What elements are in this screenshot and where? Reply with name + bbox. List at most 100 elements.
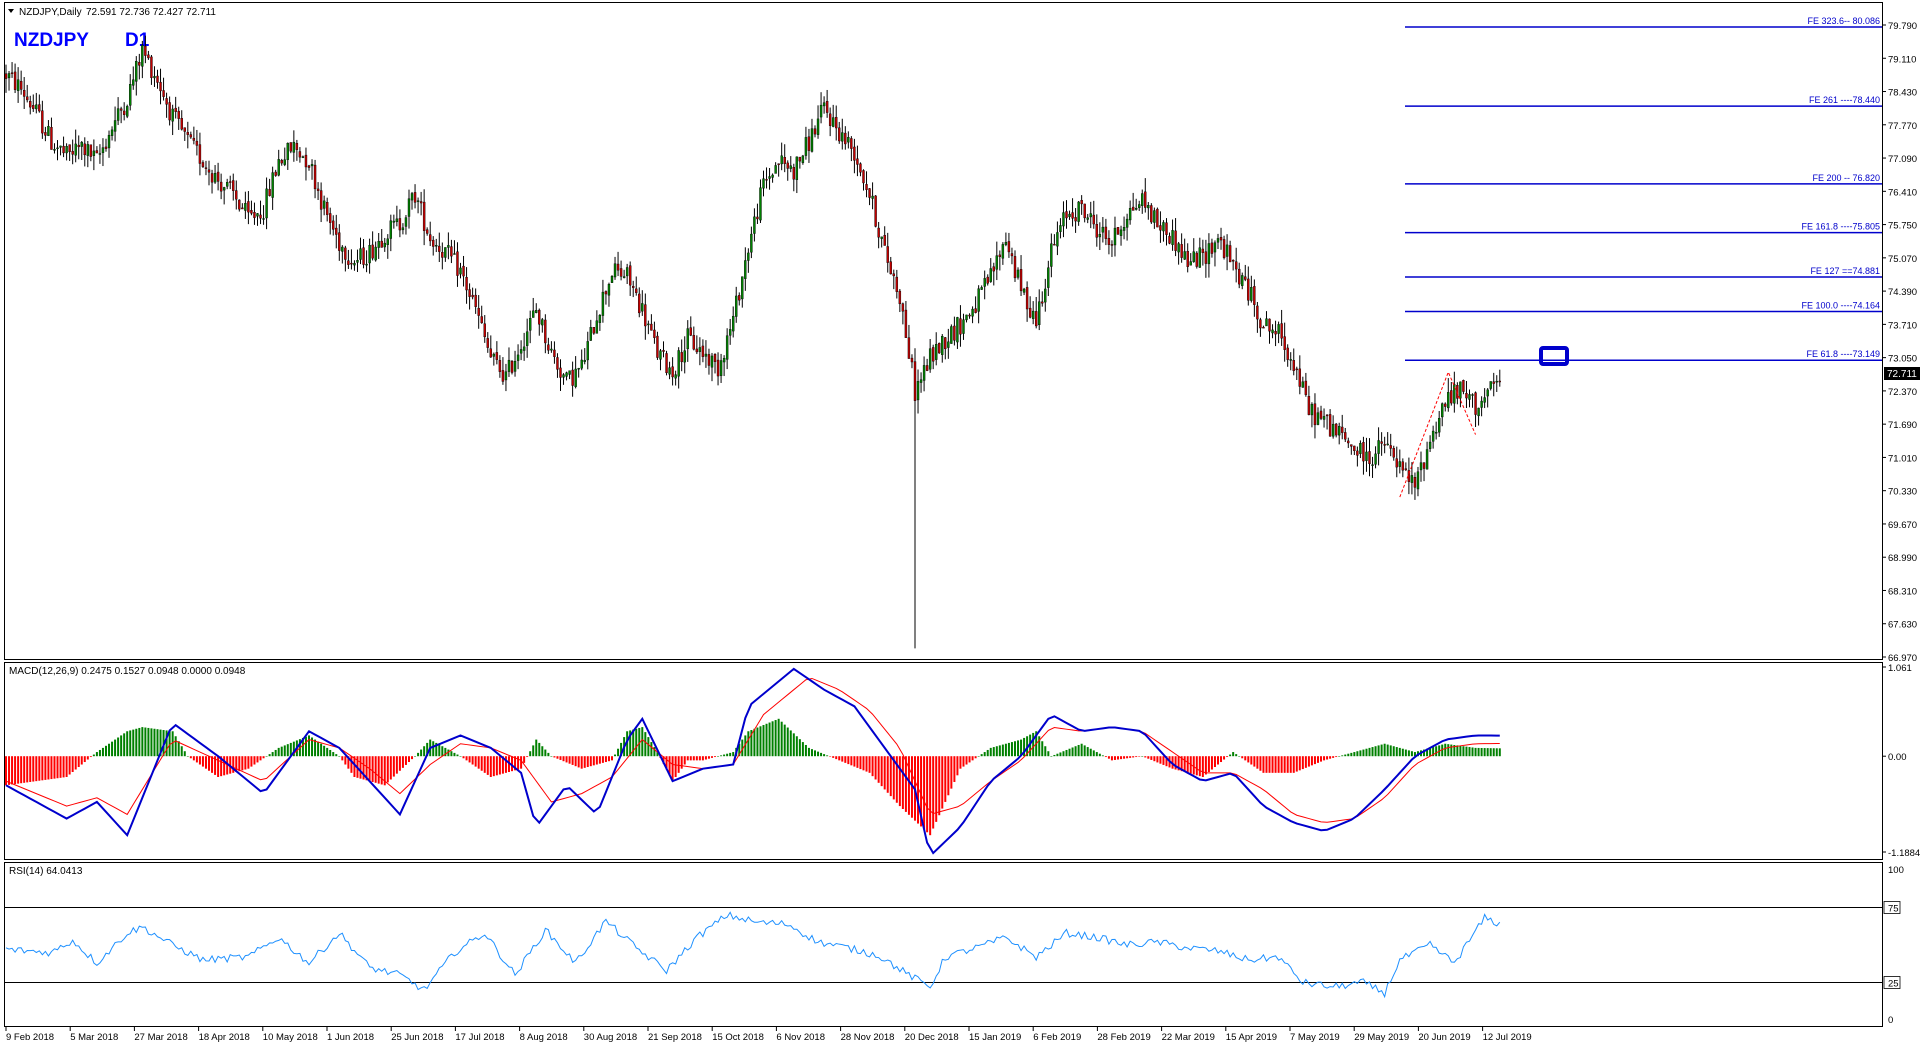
macd-histogram-bar — [301, 737, 304, 757]
macd-histogram-bar — [604, 756, 607, 763]
macd-histogram-bar — [353, 756, 356, 777]
macd-histogram-bar — [601, 756, 604, 763]
candle-body — [795, 156, 799, 180]
candle-body — [756, 216, 759, 220]
macd-histogram-bar — [114, 739, 117, 757]
price-tick-label: 68.990 — [1888, 553, 1917, 564]
candle-body — [101, 147, 105, 154]
macd-histogram-bar — [710, 756, 713, 758]
candle-body — [468, 289, 471, 297]
macd-histogram-bar — [774, 720, 777, 757]
candle-body — [1459, 381, 1462, 399]
macd-histogram-bar — [1407, 750, 1410, 757]
candle-body — [447, 245, 450, 248]
macd-histogram-bar — [338, 756, 341, 757]
macd-histogram-bar — [435, 742, 438, 757]
macd-histogram-bar — [1192, 756, 1195, 775]
candle-body — [74, 143, 77, 156]
candle-body — [1383, 444, 1386, 446]
candle-body — [429, 234, 432, 242]
macd-histogram-bar — [768, 722, 771, 757]
time-tick-label: 10 May 2018 — [263, 1032, 318, 1043]
candle-body — [53, 149, 56, 151]
candle-body — [680, 352, 683, 363]
candle-body — [944, 337, 947, 350]
candle-body — [383, 242, 386, 248]
candle-body — [501, 370, 505, 382]
macd-histogram-bar — [141, 727, 144, 757]
candle-body — [1265, 318, 1268, 327]
macd-histogram-bar — [1156, 756, 1159, 763]
macd-histogram-bar — [741, 739, 744, 757]
candle-body — [1092, 214, 1095, 225]
candle-body — [1401, 461, 1405, 471]
candle-body — [862, 170, 865, 184]
macd-histogram-bar — [244, 756, 247, 770]
candle-body — [844, 132, 847, 145]
macd-histogram-bar — [1159, 756, 1162, 764]
macd-histogram-bar — [598, 756, 601, 764]
macd-histogram-bar — [1329, 756, 1332, 759]
macd-histogram-bar — [1147, 756, 1150, 759]
macd-histogram-bar — [86, 756, 89, 760]
macd-histogram-bar — [756, 727, 759, 757]
macd-histogram-bar — [501, 756, 504, 774]
candle-body — [1177, 243, 1180, 253]
macd-histogram-bar — [717, 756, 720, 757]
macd-histogram-bar — [1286, 756, 1289, 773]
macd-histogram-bar — [1141, 756, 1144, 757]
candle-body — [1371, 464, 1374, 466]
macd-histogram-bar — [1223, 756, 1226, 760]
menu-triangle-icon[interactable] — [8, 9, 14, 13]
macd-histogram-bar — [1135, 756, 1138, 758]
candle-body — [1347, 440, 1350, 444]
time-tick-label: 21 Sep 2018 — [648, 1032, 702, 1043]
macd-histogram-bar — [1210, 756, 1213, 770]
macd-histogram-bar — [777, 718, 780, 757]
candle-body — [401, 227, 405, 231]
candle-body — [898, 290, 902, 305]
macd-histogram-bar — [877, 756, 880, 783]
macd-histogram-bar — [17, 756, 20, 784]
macd-histogram-bar — [204, 756, 207, 769]
target-marker-box[interactable] — [1539, 346, 1569, 366]
candle-body — [238, 199, 241, 210]
candle-body — [474, 294, 477, 307]
candle-body — [147, 54, 150, 59]
macd-histogram-bar — [1450, 744, 1453, 757]
macd-histogram-bar — [392, 756, 395, 777]
candle-body — [125, 106, 129, 117]
macd-histogram-bar — [171, 731, 174, 757]
macd-histogram-bar — [1174, 756, 1177, 770]
candle-body — [1101, 226, 1105, 233]
candle-body — [1495, 380, 1498, 383]
macd-histogram-bar — [641, 727, 644, 757]
macd-histogram-bar — [514, 756, 517, 771]
macd-histogram-bar — [198, 756, 201, 765]
macd-histogram-bar — [232, 756, 235, 773]
candle-body — [450, 246, 453, 257]
candle-body — [1256, 305, 1259, 320]
macd-histogram-bar — [1410, 751, 1413, 757]
candle-body — [913, 361, 917, 401]
candle-body — [983, 278, 986, 287]
macd-panel-frame — [4, 662, 1883, 860]
macd-histogram-bar — [247, 756, 250, 769]
candle-body — [1450, 390, 1453, 404]
macd-histogram-bar — [265, 756, 268, 757]
price-tick-label: 70.330 — [1888, 487, 1917, 498]
macd-histogram-bar — [256, 756, 259, 763]
macd-histogram-bar — [617, 748, 620, 757]
candle-body — [13, 71, 17, 90]
macd-histogram-bar — [832, 756, 835, 758]
candle-body — [1462, 380, 1465, 392]
candle-body — [247, 201, 250, 213]
candle-body — [1231, 260, 1235, 262]
candle-body — [422, 201, 426, 231]
candle-body — [928, 348, 932, 370]
macd-histogram-bar — [765, 723, 768, 757]
candle-body — [1204, 251, 1208, 264]
candle-body — [686, 328, 689, 350]
macd-histogram-bar — [553, 756, 556, 758]
macd-histogram-bar — [150, 728, 153, 757]
